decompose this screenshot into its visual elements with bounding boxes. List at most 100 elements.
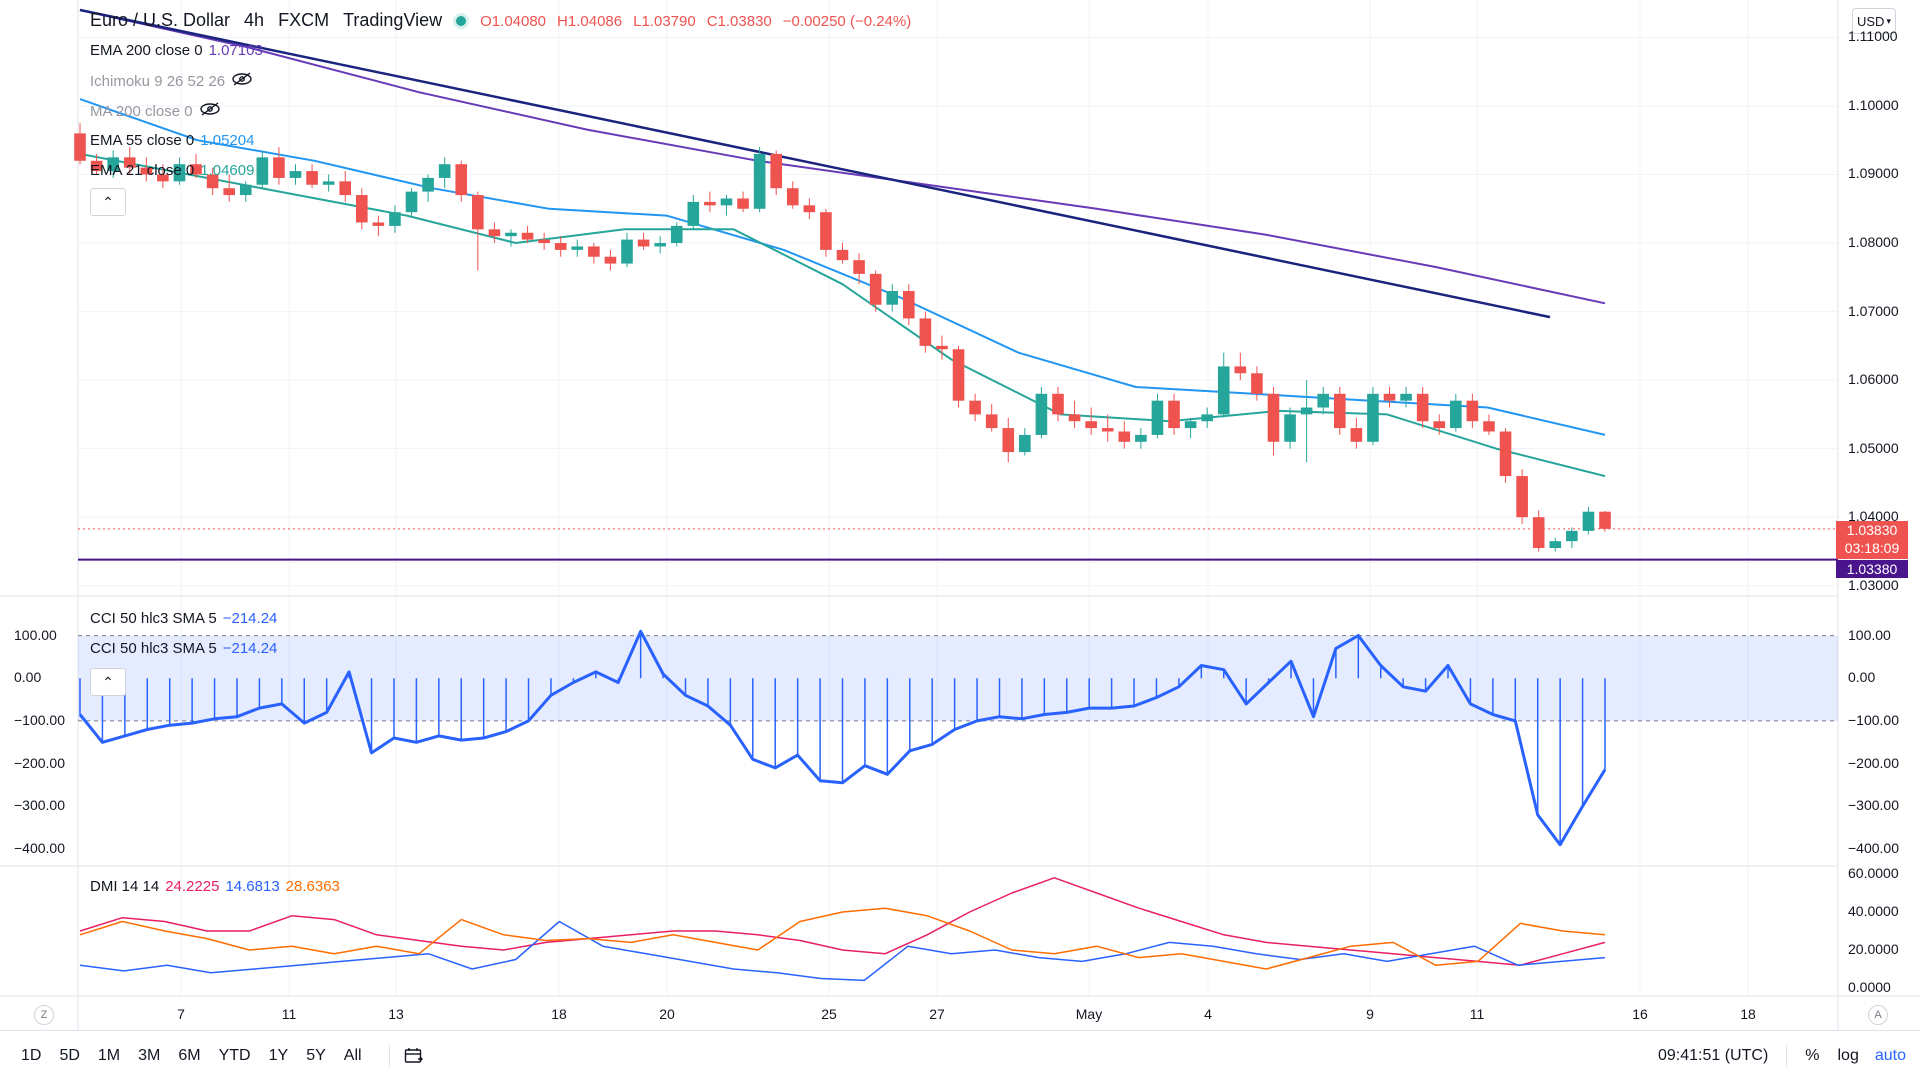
dmi-pane [79, 877, 1606, 982]
collapse-cci-legend-button[interactable]: ⌃ [90, 668, 126, 696]
range-button-5y[interactable]: 5Y [306, 1047, 326, 1064]
candle-body [455, 164, 468, 196]
percent-scale-toggle[interactable]: % [1805, 1047, 1820, 1064]
candle-body [803, 205, 816, 213]
last-price-value: 1.03830 [1846, 522, 1898, 538]
legend-ma200[interactable]: MA 200 close 0 [90, 102, 221, 120]
candle-body [820, 212, 832, 250]
legend-ema55[interactable]: EMA 55 close 0 1.05204 [90, 132, 254, 149]
candle-body [571, 246, 584, 250]
candle-body [919, 318, 932, 346]
zoom-icon[interactable]: Z [34, 1005, 54, 1025]
range-button-3m[interactable]: 3M [138, 1047, 161, 1064]
adx-line [79, 877, 1606, 966]
time-axis-label: 11 [1469, 1006, 1485, 1022]
candle-body [521, 232, 534, 240]
range-button-6m[interactable]: 6M [178, 1047, 201, 1064]
candle-body [1599, 511, 1611, 529]
candle-body [74, 133, 86, 161]
auto-scale-toggle[interactable]: auto [1874, 1047, 1906, 1064]
candle-body [637, 239, 650, 247]
cci-axis-label: 0.00 [14, 669, 42, 686]
cci-band [78, 635, 1838, 721]
legend-ema200[interactable]: EMA 200 close 0 1.07103 [90, 42, 263, 59]
price-axis-label: 1.04000 [1848, 508, 1899, 525]
price-axis-label: 1.10000 [1848, 96, 1899, 113]
time-axis-label: 13 [388, 1006, 404, 1022]
range-button-5d[interactable]: 5D [59, 1047, 80, 1064]
chart-header: Euro / U.S. Dollar 4h FXCM TradingView O… [90, 10, 917, 31]
dmi-axis-label: 0.0000 [1848, 979, 1891, 995]
ohlc-open: O1.04080 [480, 13, 547, 30]
time-axis-label: 18 [551, 1006, 567, 1022]
auto-scale-icon[interactable]: A [1868, 1005, 1888, 1025]
candle-body [1532, 517, 1545, 549]
candle-body [786, 188, 799, 206]
hidden-eye-icon[interactable] [199, 102, 221, 120]
time-axis-label: 11 [281, 1006, 297, 1022]
range-button-all[interactable]: All [343, 1047, 362, 1064]
candle-body [737, 198, 749, 209]
candle-body [1019, 434, 1031, 453]
candle-body [853, 260, 865, 274]
legend-value: 1.05204 [200, 132, 255, 149]
candle-body [339, 181, 352, 196]
candle-body [770, 153, 782, 189]
candle-body [1184, 421, 1197, 429]
legend-cci[interactable]: CCI 50 hlc3 SMA 5 −214.24 [90, 610, 277, 627]
candle-body [604, 256, 617, 264]
collapse-legend-button[interactable]: ⌃ [90, 188, 126, 216]
cci-axis-label: −200.00 [1848, 754, 1899, 771]
di-minus-line [79, 907, 1606, 970]
symbol-title[interactable]: Euro / U.S. Dollar [90, 10, 231, 30]
ohlc-change: −0.00250 (−0.24%) [782, 13, 912, 30]
price-axis-label: 1.06000 [1848, 371, 1899, 388]
range-button-1d[interactable]: 1D [21, 1047, 42, 1064]
utc-clock[interactable]: 09:41:51 (UTC) [1658, 1047, 1769, 1064]
legend-ema21[interactable]: EMA 21 close 0 1.04609 [90, 162, 254, 179]
chevron-up-icon: ⌃ [102, 193, 114, 210]
legend-dmi[interactable]: DMI 14 14 24.2225 14.6813 28.6363 [90, 878, 340, 895]
log-scale-toggle[interactable]: log [1837, 1047, 1859, 1064]
candle-body [836, 249, 849, 261]
candle-body [1284, 414, 1296, 442]
legend-di-plus: 14.6813 [225, 878, 280, 895]
last-price-tag: 1.03830 03:18:09 [1836, 521, 1908, 559]
time-axis-label: 4 [1204, 1006, 1212, 1022]
legend-label: CCI 50 hlc3 SMA 5 [90, 640, 217, 657]
dmi-axis-label: 40.0000 [1848, 903, 1899, 919]
cci-axis-label: 0.00 [1848, 669, 1876, 686]
legend-label: EMA 55 close 0 [90, 132, 195, 149]
legend-value: −214.24 [222, 640, 278, 657]
candle-body [654, 243, 666, 247]
legend-label: EMA 21 close 0 [90, 162, 195, 179]
candle-body [1383, 393, 1396, 401]
hidden-eye-icon[interactable] [231, 72, 253, 90]
legend-adx: 24.2225 [165, 878, 220, 895]
currency-select[interactable]: USD ▾ [1852, 8, 1896, 34]
grid-lines [78, 0, 1838, 996]
range-button-1m[interactable]: 1M [97, 1047, 121, 1064]
support-price-tag: 1.03380 [1836, 560, 1908, 578]
cci-axis-label: 100.00 [14, 626, 57, 643]
candle-body [1499, 431, 1512, 477]
candle-body [306, 171, 318, 185]
candle-body [1333, 393, 1346, 429]
legend-cci-2[interactable]: CCI 50 hlc3 SMA 5 −214.24 [90, 640, 277, 657]
ohlc-values: O1.04080 H1.04086 L1.03790 C1.03830 −0.0… [480, 10, 917, 31]
cci-line [78, 629, 1607, 847]
candle-body [190, 164, 202, 175]
candle-body [1450, 400, 1462, 429]
ohlc-close: C1.03830 [706, 13, 772, 30]
legend-label: Ichimoku 9 26 52 26 [90, 72, 226, 90]
candle-body [355, 195, 368, 223]
range-button-1y[interactable]: 1Y [268, 1047, 289, 1064]
range-button-ytd[interactable]: YTD [218, 1047, 251, 1064]
brand-label: TradingView [343, 10, 443, 30]
chevron-down-icon: ▾ [1886, 15, 1891, 26]
date-range-icon[interactable] [404, 1047, 424, 1065]
legend-ichimoku[interactable]: Ichimoku 9 26 52 26 [90, 72, 253, 90]
candle-body [687, 201, 700, 226]
interval-label[interactable]: 4h [244, 10, 265, 30]
